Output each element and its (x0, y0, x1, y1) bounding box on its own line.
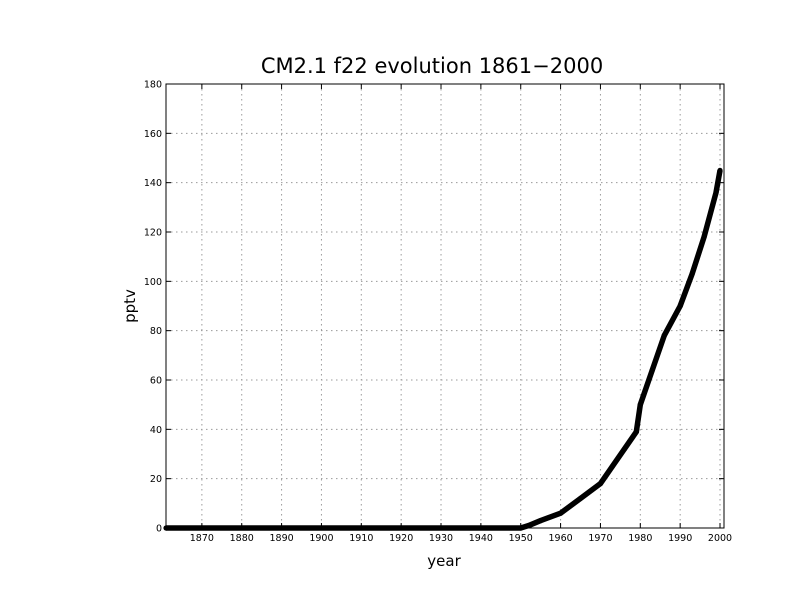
y-axis: 0 20 40 60 80 100 120 140 160 180 (144, 80, 724, 535)
x-tick-label: 1960 (548, 533, 572, 544)
data-point (526, 522, 532, 529)
chart-title: CM2.1 f22 evolution 1861−2000 (261, 54, 603, 78)
series-line (166, 169, 723, 531)
data-point (701, 234, 707, 240)
data-point (163, 525, 169, 531)
data-point (689, 271, 695, 277)
y-axis-label: pptv (121, 289, 139, 323)
grid (166, 84, 724, 528)
plot-frame (165, 83, 725, 529)
y-tick-label: 120 (144, 228, 162, 239)
data-point (713, 189, 719, 196)
y-tick-label: 160 (144, 129, 162, 140)
data-point (557, 510, 564, 516)
x-tick-label: 1900 (309, 533, 333, 544)
data-point (538, 518, 544, 524)
x-tick-label: 1870 (190, 533, 214, 544)
data-point (577, 495, 584, 501)
x-axis: 1870 1880 1890 1900 1910 1920 1930 1940 1950 1960… (190, 84, 732, 544)
series-f22 (163, 167, 723, 531)
data-point (518, 525, 524, 531)
y-tick-label: 80 (150, 326, 162, 337)
x-tick-label: 1920 (389, 533, 413, 544)
y-tick-label: 140 (144, 178, 162, 189)
y-tick-label: 100 (144, 277, 162, 288)
x-tick-label: 1940 (469, 533, 493, 544)
x-tick-label: 1990 (668, 533, 692, 544)
y-tick-label: 180 (144, 80, 162, 91)
data-point (637, 402, 643, 408)
x-tick-label: 1970 (588, 533, 612, 544)
x-tick-label: 1880 (230, 533, 254, 544)
x-axis-label: year (427, 552, 461, 570)
data-point (717, 167, 723, 173)
y-tick-label: 60 (150, 376, 162, 387)
y-tick-label: 20 (150, 474, 162, 485)
data-point (677, 303, 683, 309)
x-tick-label: 1930 (429, 533, 453, 544)
y-tick-label: 0 (156, 524, 162, 535)
x-tick-label: 1980 (628, 533, 652, 544)
data-point (633, 429, 639, 435)
data-point (597, 481, 604, 487)
x-tick-label: 1910 (349, 533, 373, 544)
y-tick-label: 40 (150, 425, 162, 436)
data-point (621, 446, 627, 452)
data-point (609, 463, 616, 469)
data-point (661, 333, 667, 339)
x-tick-label: 2000 (708, 533, 732, 544)
x-tick-label: 1950 (509, 533, 533, 544)
data-point (649, 367, 655, 373)
x-tick-label: 1890 (269, 533, 293, 544)
